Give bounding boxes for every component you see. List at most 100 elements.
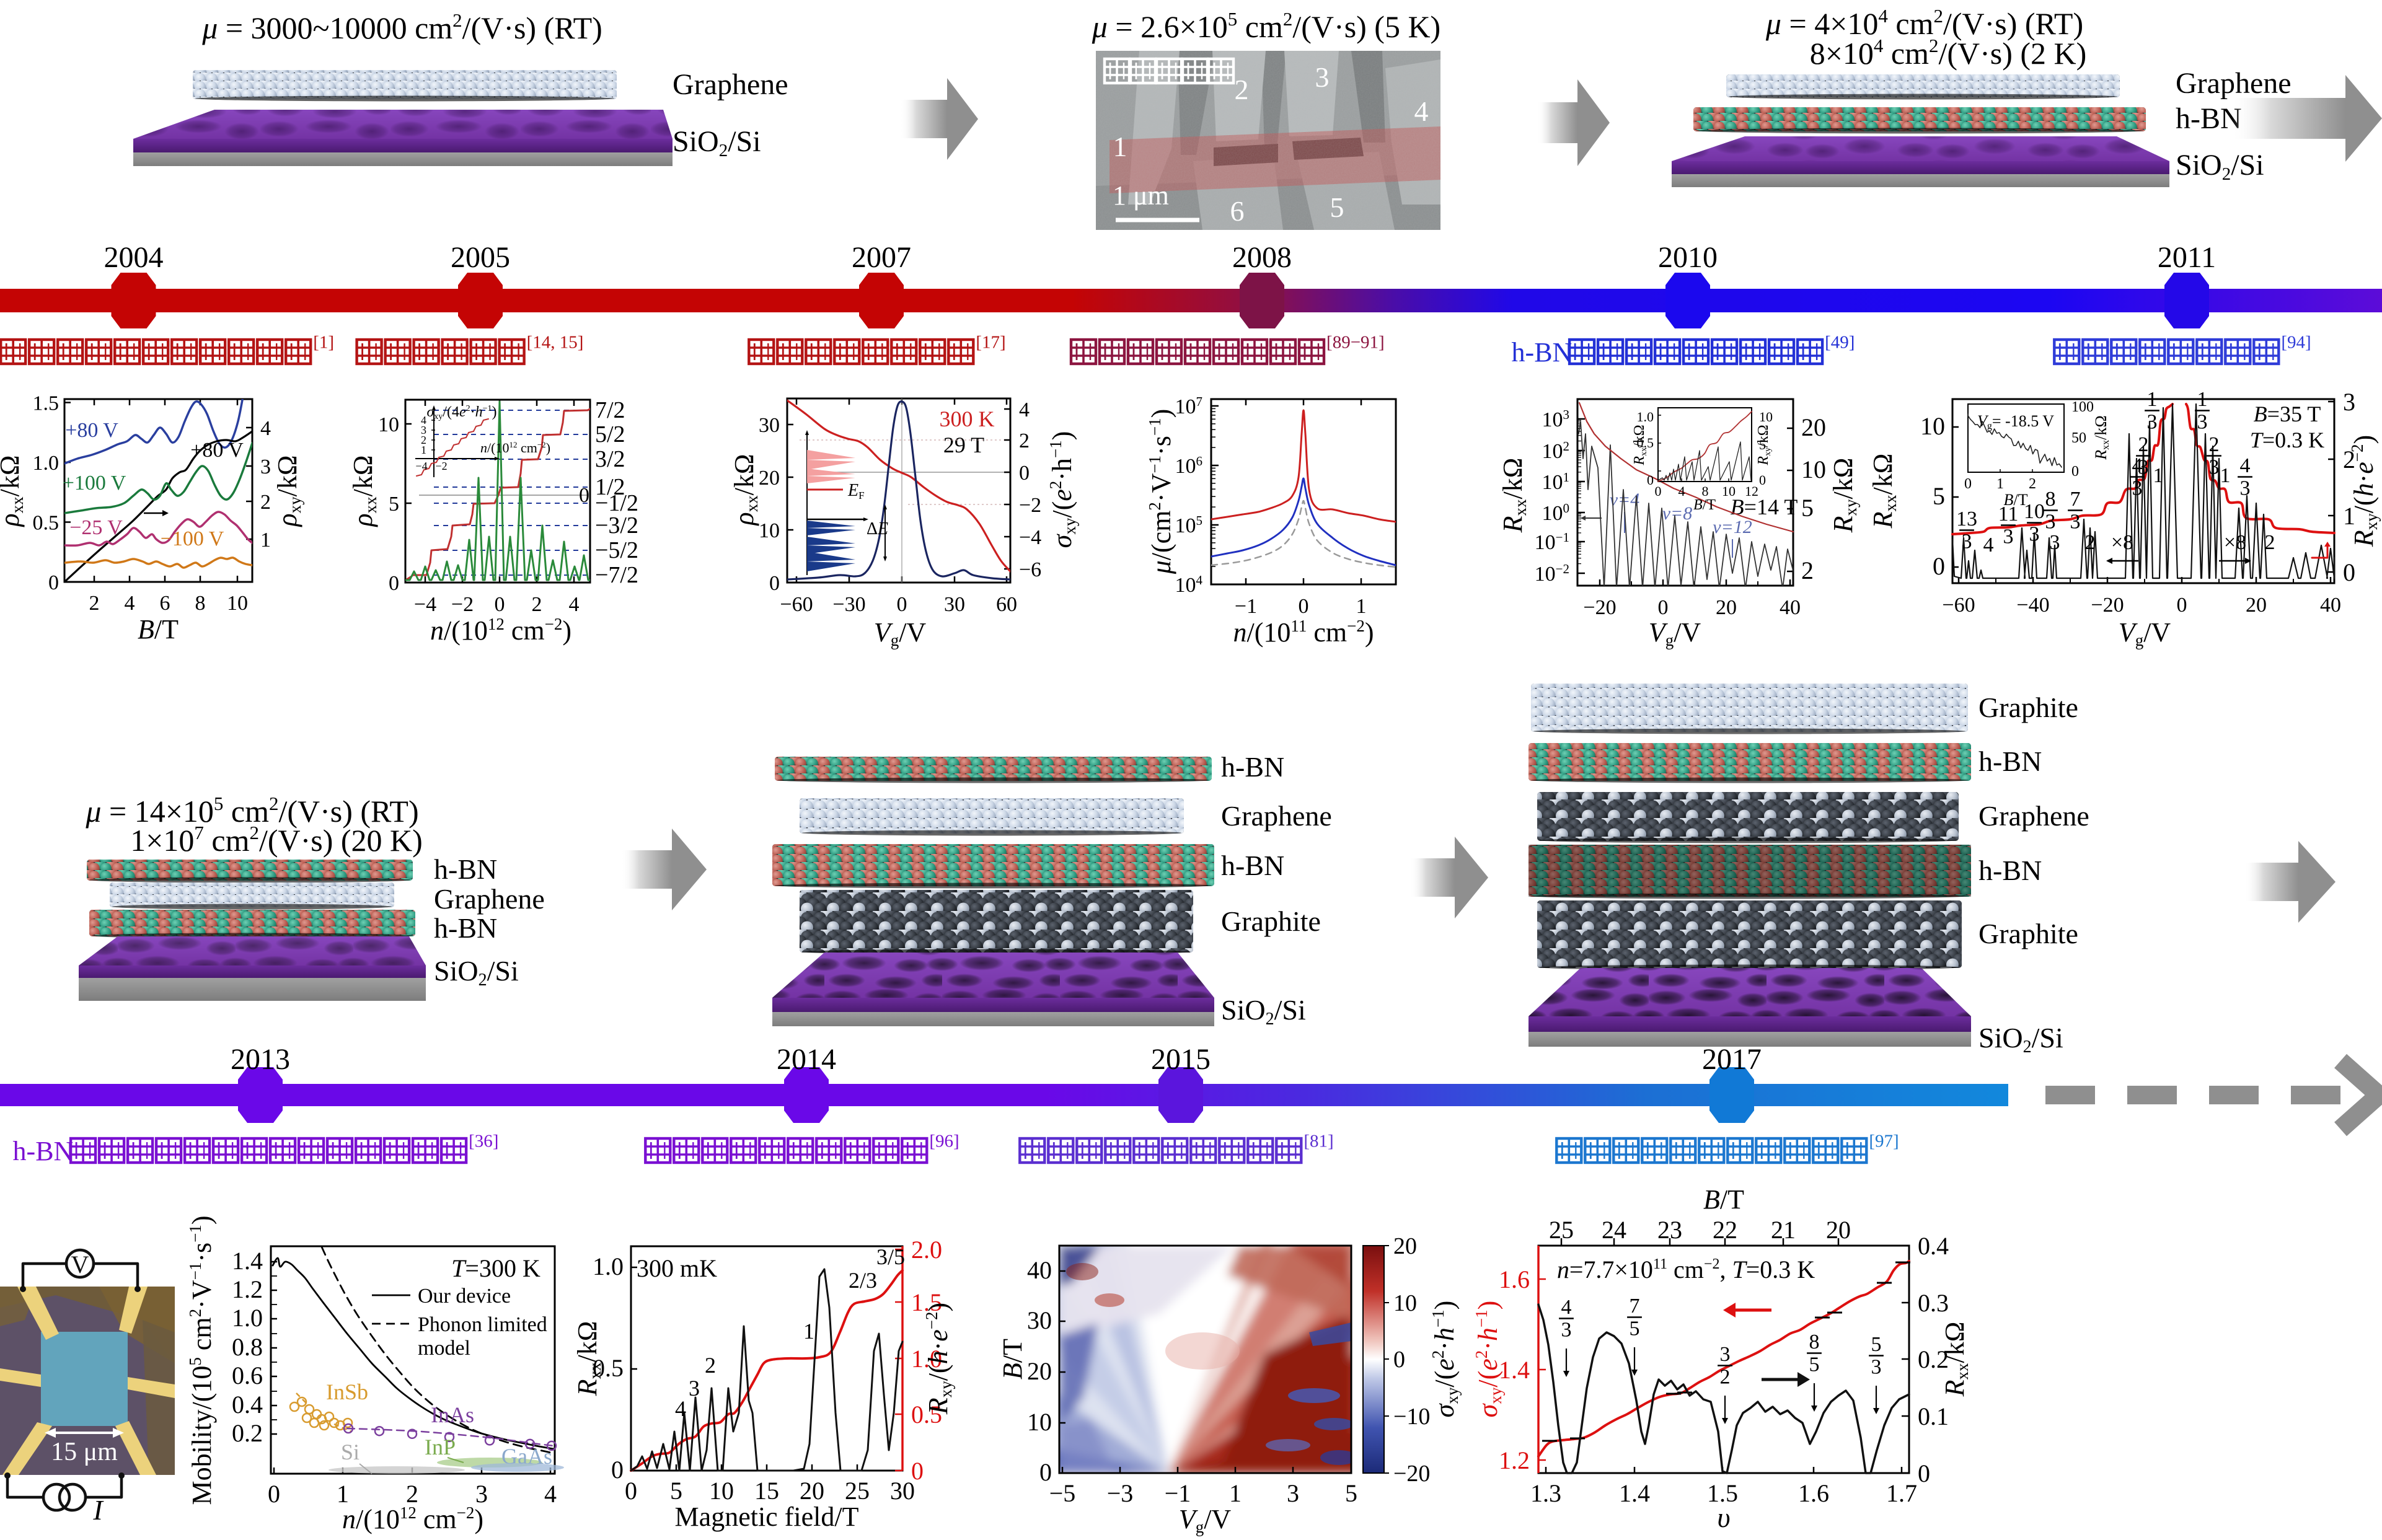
svg-text:Vg​/V: Vg​/V [2119,617,2171,649]
svg-text:0: 0 [1019,462,1030,485]
svg-text:10: 10 [227,592,248,615]
svg-text:20: 20 [2246,594,2267,617]
svg-text:ν=8: ν=8 [1662,503,1693,524]
svg-text:0: 0 [1658,596,1669,619]
svg-text:0: 0 [897,593,907,616]
svg-text:B/T: B/T [138,614,179,645]
svg-text:Rxx​/kΩ: Rxx​/kΩ [1498,458,1530,534]
svg-text:3: 3 [1315,61,1330,93]
svg-text:10: 10 [2024,500,2045,523]
svg-text:h-BN: h-BN [1512,337,1573,367]
svg-text:−100 V: −100 V [161,527,224,550]
svg-text:σxy​/(e2​·h−1​): σxy​/(e2​·h−1​) [1472,1301,1505,1418]
svg-text:3: 3 [1720,1343,1731,1366]
svg-text:3: 3 [260,455,271,478]
svg-text:SiO2​/Si: SiO2​/Si [434,955,519,990]
svg-text:Phonon limited: Phonon limited [418,1313,547,1336]
svg-text:n/(1012​ cm−2​): n/(1012​ cm−2​) [430,615,571,646]
svg-text:2015: 2015 [1151,1043,1211,1076]
svg-text:μ = 2.6×105​ cm2​/(V·s) (5 K): μ = 2.6×105​ cm2​/(V·s) (5 K) [1092,8,1440,44]
svg-text:Rxx​/kΩ: Rxx​/kΩ [1868,454,1900,529]
svg-text:[17]: [17] [976,333,1005,353]
svg-text:Rxy​/kΩ: Rxy​/kΩ [1828,458,1860,534]
svg-text:8×104​ cm2​/(V·s) (2 K): 8×104​ cm2​/(V·s) (2 K) [1810,35,2087,71]
svg-text:2: 2 [2265,531,2275,554]
svg-text:3: 3 [2138,456,2149,479]
svg-text:0: 0 [2071,464,2079,480]
svg-text:3: 3 [1962,530,1972,553]
svg-text:[1]: [1] [313,333,334,353]
svg-text:1: 1 [2220,464,2231,487]
svg-text:7/2: 7/2 [595,397,625,423]
svg-text:25: 25 [845,1477,870,1505]
svg-text:29 T: 29 T [943,433,984,457]
svg-text:2013: 2013 [231,1043,290,1076]
svg-text:10−2​: 10−2​ [1535,561,1569,586]
svg-text:0: 0 [1964,476,1972,492]
svg-text:12: 12 [1745,483,1758,499]
svg-text:20: 20 [759,467,780,490]
svg-text:3: 3 [2132,477,2143,500]
svg-text:−60: −60 [1942,594,1975,617]
svg-text:2: 2 [260,491,271,514]
svg-text:1.6: 1.6 [1798,1479,1829,1507]
svg-text:1.4: 1.4 [1619,1479,1650,1507]
svg-text:10: 10 [1801,455,1826,483]
svg-text:Rxx​/kΩ: Rxx​/kΩ [2092,415,2111,460]
svg-text:2/3: 2/3 [849,1268,877,1293]
svg-text:2: 2 [1019,429,1030,452]
svg-text:σxy​/(4e2​·h−1​): σxy​/(4e2​·h−1​) [426,404,496,421]
svg-text:2: 2 [2029,476,2036,492]
svg-text:Vg​/V: Vg​/V [874,617,927,649]
svg-text:2: 2 [2138,433,2149,456]
svg-text:Rxx​/kΩ: Rxx​/kΩ [1939,1322,1972,1397]
svg-text:×8: ×8 [2111,531,2133,554]
svg-text:2: 2 [406,1480,418,1508]
svg-text:×8: ×8 [2224,531,2246,554]
svg-text:2017: 2017 [1702,1043,1762,1076]
svg-text:[96]: [96] [929,1132,959,1151]
svg-text:13: 13 [1956,508,1977,530]
svg-text:0: 0 [48,571,59,594]
svg-text:InSb: InSb [326,1379,368,1404]
svg-text:4: 4 [125,592,135,615]
svg-text:B=35 T: B=35 T [2254,402,2321,426]
svg-text:0: 0 [769,572,780,595]
svg-text:40: 40 [1027,1256,1052,1284]
svg-text:ρxx​/kΩ: ρxx​/kΩ [729,454,761,526]
svg-text:[94]: [94] [2281,333,2311,353]
svg-text:3: 3 [475,1480,488,1508]
svg-text:h-BN: h-BN [13,1136,74,1166]
svg-text:−1: −1 [1235,595,1257,618]
svg-text:B/T: B/T [997,1339,1028,1379]
svg-text:1: 1 [337,1480,349,1508]
svg-text:InAs: InAs [431,1402,474,1427]
svg-text:2005: 2005 [451,241,510,274]
svg-text:0.5: 0.5 [33,512,60,535]
svg-text:0: 0 [1759,472,1766,488]
svg-text:2: 2 [1235,74,1249,105]
svg-text:2008: 2008 [1232,241,1292,274]
svg-text:−3/2: −3/2 [595,513,638,539]
svg-text:2014: 2014 [777,1043,836,1076]
svg-text:2: 2 [89,592,100,615]
svg-text:23: 23 [1657,1216,1682,1244]
svg-text:0.2: 0.2 [1918,1345,1949,1373]
svg-text:Rxx​/kΩ: Rxx​/kΩ [1631,425,1649,465]
svg-text:3: 3 [2029,523,2040,546]
svg-text:0.1: 0.1 [1918,1402,1949,1430]
svg-text:I: I [92,1494,104,1526]
svg-text:Rxy​/(h·e−2​): Rxy​/(h·e−2​) [2348,435,2381,547]
svg-text:5: 5 [1801,494,1814,522]
svg-text:ρxx​/kΩ: ρxx​/kΩ [0,455,27,527]
svg-text:4: 4 [2132,454,2143,477]
svg-text:0: 0 [1647,472,1654,488]
svg-text:1.2: 1.2 [232,1275,263,1303]
svg-text:40: 40 [2320,594,2341,617]
svg-text:0.8: 0.8 [232,1333,263,1361]
svg-text:60: 60 [996,593,1017,616]
svg-text:−5: −5 [1049,1479,1076,1507]
svg-text:2.0: 2.0 [911,1236,942,1264]
svg-text:10: 10 [1722,483,1736,499]
svg-text:1.0: 1.0 [593,1252,624,1280]
